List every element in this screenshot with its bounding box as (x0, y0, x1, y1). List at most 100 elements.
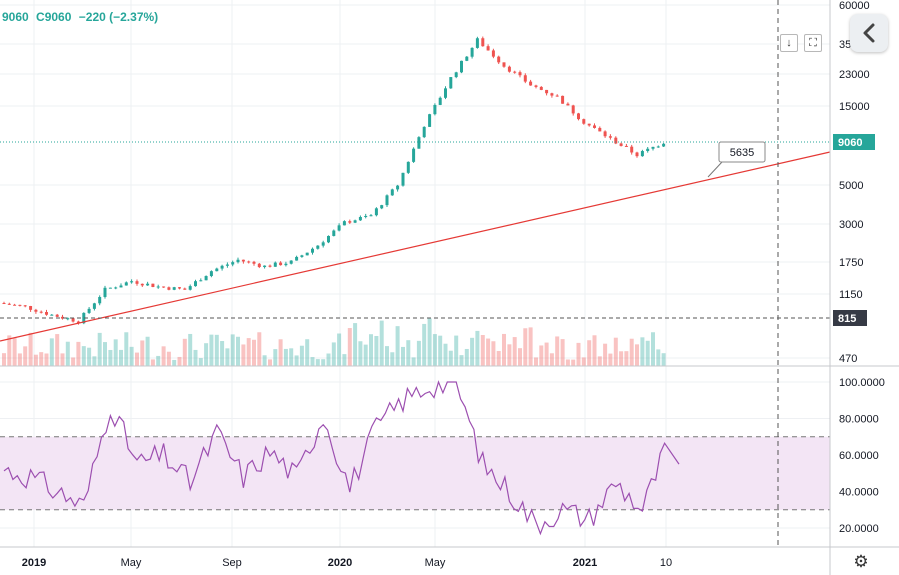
volume-bar (294, 355, 299, 366)
volume-bar (448, 350, 453, 366)
time-tick-label: 2021 (573, 557, 597, 569)
volume-bar (225, 348, 230, 366)
candle-body (374, 208, 378, 216)
volume-bar (28, 332, 33, 366)
volume-bar (528, 327, 533, 366)
candle-body (39, 311, 43, 313)
volume-bar (331, 342, 336, 366)
callout-label: 5635 (730, 147, 754, 159)
candle-body (358, 217, 362, 221)
volume-bar (268, 359, 272, 366)
candle-body (582, 119, 586, 124)
candle-body (321, 242, 325, 246)
volume-bar (76, 341, 81, 366)
candle-body (263, 265, 267, 268)
candle-body (486, 46, 490, 51)
candle-body (130, 281, 134, 283)
volume-bar (278, 339, 283, 366)
candle-body (252, 261, 256, 264)
price-tick-label: 60000 (839, 0, 870, 12)
gear-icon[interactable]: ⚙ (853, 552, 869, 571)
volume-bar (363, 344, 368, 366)
download-button[interactable]: ↓ (780, 34, 798, 52)
volume-bar (103, 342, 107, 366)
volume-bar (220, 341, 225, 366)
price-tick-label: 1150 (839, 289, 863, 301)
candle-body (241, 259, 245, 262)
candle-body (103, 287, 107, 297)
volume-bar (71, 357, 76, 366)
candle-body (502, 62, 506, 67)
candle-body (353, 220, 357, 223)
volume-bar (523, 328, 528, 366)
candle-body (630, 146, 634, 153)
candle-body (587, 123, 591, 126)
candle-body (640, 151, 644, 157)
volume-bar (273, 349, 278, 366)
volume-bar (512, 337, 517, 366)
candle-body (92, 303, 96, 309)
volume-bar (252, 339, 256, 366)
candle-body (61, 316, 64, 319)
volume-bar (337, 333, 342, 366)
volume-bar (140, 340, 145, 366)
volume-bar (560, 339, 565, 366)
candle-body (178, 287, 181, 289)
candle-body (247, 261, 251, 263)
volume-bar (486, 338, 491, 366)
volume-bar (416, 340, 421, 366)
candle-body (300, 255, 304, 257)
volume-bar (645, 340, 650, 366)
candle-body (624, 145, 628, 147)
volume-bar (369, 334, 373, 366)
change-value: −220 (−2.37%) (78, 10, 159, 24)
candle-body (204, 276, 208, 281)
candle-body (140, 283, 144, 286)
volume-bar (581, 357, 586, 366)
volume-bar (624, 351, 629, 366)
time-tick-label: 10 (660, 557, 672, 569)
time-tick-label: 2020 (328, 557, 352, 569)
candle-body (545, 89, 549, 94)
back-button[interactable] (850, 14, 888, 52)
volume-bar (347, 328, 352, 366)
volume-bar (411, 357, 416, 366)
volume-bar (92, 356, 97, 366)
candle-body (151, 283, 155, 288)
candle-body (614, 137, 618, 144)
volume-bar (124, 332, 129, 366)
candle-body (608, 136, 612, 138)
candle-body (428, 114, 432, 127)
candle-body (571, 105, 575, 114)
volume-bar (374, 335, 379, 366)
candle-body (518, 72, 522, 76)
volume-bar (502, 333, 506, 366)
candle-body (593, 125, 596, 128)
candle-body (18, 304, 22, 306)
candle-body (534, 85, 538, 87)
fullscreen-button[interactable]: ⛶ (804, 34, 822, 52)
candle-body (598, 127, 602, 132)
candle-body (71, 318, 75, 322)
candle-body (577, 113, 580, 120)
candle-body (108, 287, 112, 289)
rsi-tick-label: 60.0000 (839, 450, 879, 462)
volume-bar (555, 336, 560, 366)
volume-bar (507, 344, 512, 366)
candle-body (561, 95, 565, 104)
price-tick-label: 470 (839, 353, 857, 365)
candle-body (364, 215, 368, 218)
candle-body (45, 312, 48, 315)
time-tick-label: Sep (222, 557, 242, 569)
rsi-tick-label: 40.0000 (839, 487, 879, 499)
candle-body (76, 321, 80, 324)
volume-bar (7, 335, 12, 366)
candle-body (566, 103, 570, 106)
volume-bar (571, 359, 576, 366)
volume-bar (193, 349, 198, 366)
volume-bar (209, 334, 214, 366)
volume-bar (576, 342, 581, 366)
volume-bar (305, 339, 310, 366)
candle-body (87, 308, 91, 313)
